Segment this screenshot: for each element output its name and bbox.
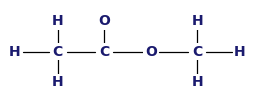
Text: H: H	[9, 45, 21, 59]
Text: H: H	[190, 14, 202, 28]
Text: O: O	[98, 14, 110, 28]
Text: H: H	[52, 75, 64, 89]
Text: C: C	[99, 45, 109, 59]
Text: H: H	[233, 45, 245, 59]
Text: C: C	[53, 45, 63, 59]
Text: O: O	[144, 45, 156, 59]
Text: H: H	[52, 14, 64, 28]
Text: C: C	[191, 45, 201, 59]
Text: H: H	[190, 75, 202, 89]
